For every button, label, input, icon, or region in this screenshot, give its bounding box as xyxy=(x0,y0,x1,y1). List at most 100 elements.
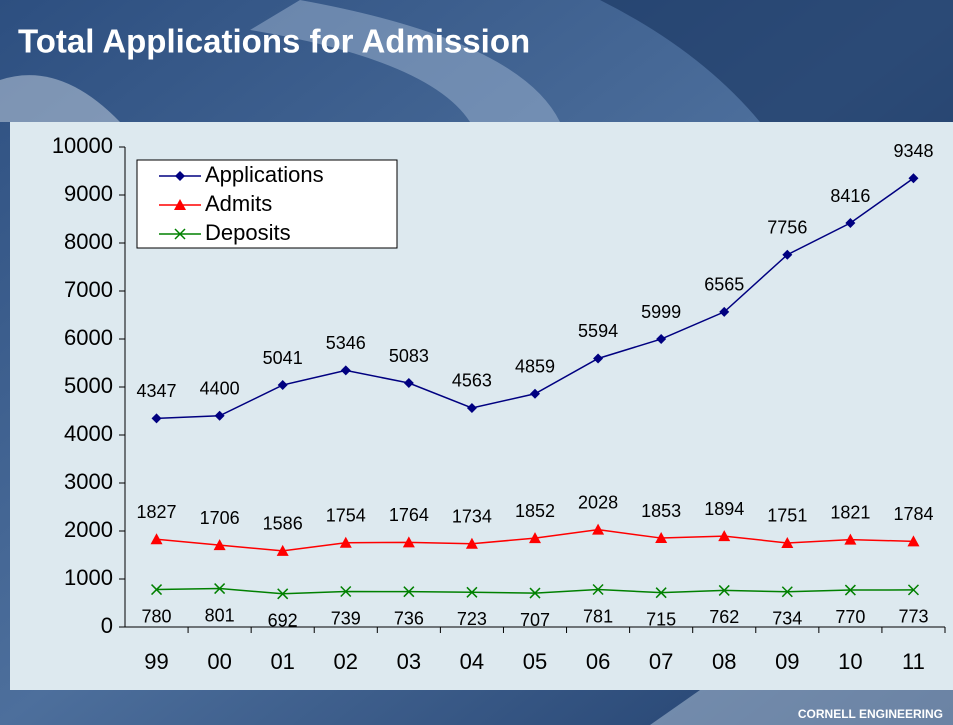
marker xyxy=(403,378,414,389)
marker xyxy=(844,584,856,596)
marker xyxy=(340,585,352,598)
data-label: 4859 xyxy=(515,357,555,377)
data-label: 4400 xyxy=(200,379,240,399)
x-tick-label: 08 xyxy=(712,649,736,674)
y-tick-label: 9000 xyxy=(64,181,113,206)
data-label: 692 xyxy=(268,611,298,631)
data-label: 723 xyxy=(457,609,487,629)
data-label: 5041 xyxy=(263,348,303,368)
marker xyxy=(529,587,541,599)
marker xyxy=(655,587,667,599)
data-label: 1706 xyxy=(200,508,240,528)
legend-label: Admits xyxy=(205,191,272,216)
y-tick-label: 6000 xyxy=(64,325,113,350)
title: Total Applications for Admission xyxy=(18,23,530,60)
data-label: 736 xyxy=(394,608,424,628)
marker xyxy=(845,218,856,229)
data-label: 4347 xyxy=(137,381,177,401)
marker xyxy=(655,532,668,544)
data-label: 7756 xyxy=(767,217,807,237)
marker xyxy=(718,530,731,542)
legend-marker xyxy=(175,171,185,181)
x-tick-label: 04 xyxy=(460,649,484,674)
data-label: 1751 xyxy=(767,506,807,526)
x-tick-label: 02 xyxy=(334,649,358,674)
marker xyxy=(276,544,289,556)
data-label: 2028 xyxy=(578,492,618,512)
data-label: 781 xyxy=(583,606,613,626)
data-label: 4563 xyxy=(452,371,492,391)
marker xyxy=(339,536,352,548)
data-label: 1764 xyxy=(389,505,429,525)
data-label: 1853 xyxy=(641,501,681,521)
data-label: 770 xyxy=(835,607,865,627)
y-tick-label: 7000 xyxy=(64,277,113,302)
marker xyxy=(530,388,540,399)
marker xyxy=(592,523,605,535)
marker xyxy=(719,306,730,317)
data-label: 8416 xyxy=(830,186,870,206)
marker xyxy=(718,584,730,596)
data-label: 5346 xyxy=(326,333,366,353)
y-tick-label: 1000 xyxy=(64,565,113,590)
marker xyxy=(403,586,415,598)
decor xyxy=(650,690,953,725)
marker xyxy=(592,583,604,596)
marker xyxy=(781,536,794,548)
data-label: 1754 xyxy=(326,506,366,526)
y-tick-label: 10000 xyxy=(52,133,113,158)
data-label: 1821 xyxy=(830,502,870,522)
y-tick-label: 3000 xyxy=(64,469,113,494)
decor xyxy=(600,0,953,122)
marker xyxy=(781,586,793,598)
marker xyxy=(214,410,225,421)
x-tick-label: 99 xyxy=(144,649,168,674)
x-tick-label: 10 xyxy=(838,649,862,674)
marker xyxy=(402,536,415,548)
x-tick-label: 07 xyxy=(649,649,673,674)
data-label: 5083 xyxy=(389,346,429,366)
y-tick-label: 5000 xyxy=(64,373,113,398)
marker xyxy=(593,353,604,364)
marker xyxy=(907,535,920,547)
y-tick-label: 4000 xyxy=(64,421,113,446)
legend-label: Deposits xyxy=(205,220,291,245)
y-tick-label: 2000 xyxy=(64,517,113,542)
marker xyxy=(277,380,288,391)
x-tick-label: 01 xyxy=(270,649,294,674)
marker xyxy=(340,365,351,376)
x-tick-label: 00 xyxy=(207,649,231,674)
decor xyxy=(250,0,560,122)
data-label: 715 xyxy=(646,609,676,629)
data-label: 1827 xyxy=(137,502,177,522)
x-tick-label: 06 xyxy=(586,649,610,674)
legend-label: Applications xyxy=(205,162,324,187)
marker xyxy=(214,583,226,595)
x-tick-label: 11 xyxy=(902,649,925,674)
x-tick-label: 05 xyxy=(523,649,547,674)
data-label: 6565 xyxy=(704,275,744,295)
marker xyxy=(844,533,857,545)
data-label: 5999 xyxy=(641,302,681,322)
y-tick-label: 8000 xyxy=(64,229,113,254)
x-tick-label: 03 xyxy=(397,649,421,674)
x-tick-label: 09 xyxy=(775,649,799,674)
marker xyxy=(466,402,477,413)
data-label: 739 xyxy=(331,608,361,628)
marker xyxy=(908,173,919,184)
data-label: 5594 xyxy=(578,321,618,341)
data-label: 707 xyxy=(520,610,550,630)
marker xyxy=(213,539,226,551)
marker xyxy=(465,537,478,549)
data-label: 1784 xyxy=(893,504,933,524)
decor xyxy=(0,75,120,122)
data-label: 801 xyxy=(205,605,235,625)
data-label: 1894 xyxy=(704,499,744,519)
footer: CORNELL ENGINEERING xyxy=(798,707,943,721)
marker xyxy=(277,588,289,600)
data-label: 1734 xyxy=(452,507,492,527)
data-label: 9348 xyxy=(893,141,933,161)
y-tick-label: 0 xyxy=(101,613,113,638)
